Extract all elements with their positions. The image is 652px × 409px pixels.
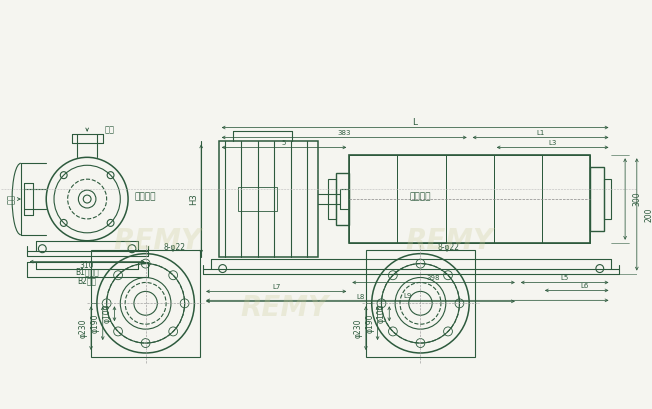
Text: φ190: φ190 [365,313,374,333]
Text: 398: 398 [427,276,440,281]
Bar [445,155,494,243]
Text: φ100: φ100 [377,303,386,323]
Text: L: L [413,118,417,127]
Text: REMY: REMY [240,294,328,322]
Text: L9: L9 [403,293,411,299]
Text: 吐出: 吐出 [105,125,115,134]
Text: REMY: REMY [113,227,201,255]
Text: 吐出法兰: 吐出法兰 [409,193,431,202]
Text: L5: L5 [561,276,569,281]
Text: H3: H3 [189,193,198,205]
Bar [336,173,349,225]
Text: REMY: REMY [406,227,494,255]
Text: L6: L6 [580,283,589,290]
Text: 吸入: 吸入 [7,194,16,204]
Text: 300: 300 [632,192,642,207]
Text: 吸入法兰: 吸入法兰 [135,193,156,202]
Text: φ230: φ230 [353,318,363,338]
Text: L8: L8 [356,294,364,300]
Text: 8-φ22: 8-φ22 [163,243,185,252]
Bar [91,249,200,357]
Bar [398,155,445,243]
Bar [349,155,398,243]
Bar [349,155,590,243]
Text: 5: 5 [282,140,286,146]
Text: 200: 200 [644,207,652,222]
Text: L7: L7 [272,284,280,290]
Text: L3: L3 [548,140,557,146]
Text: 383: 383 [338,130,351,137]
Bar [590,167,604,231]
Text: 310: 310 [80,261,95,270]
Text: φ190: φ190 [91,313,100,333]
Bar [542,155,590,243]
Bar [218,142,318,256]
Text: B2水泵: B2水泵 [78,276,96,285]
Text: φ230: φ230 [79,318,88,338]
Bar [494,155,542,243]
Text: B1电机端: B1电机端 [75,267,99,276]
Text: 8-φ22: 8-φ22 [438,243,460,252]
Bar [238,187,277,211]
Bar [366,249,475,357]
Text: L1: L1 [537,130,545,137]
Bar [328,179,336,219]
Bar [604,179,612,219]
Text: φ100: φ100 [102,303,111,323]
